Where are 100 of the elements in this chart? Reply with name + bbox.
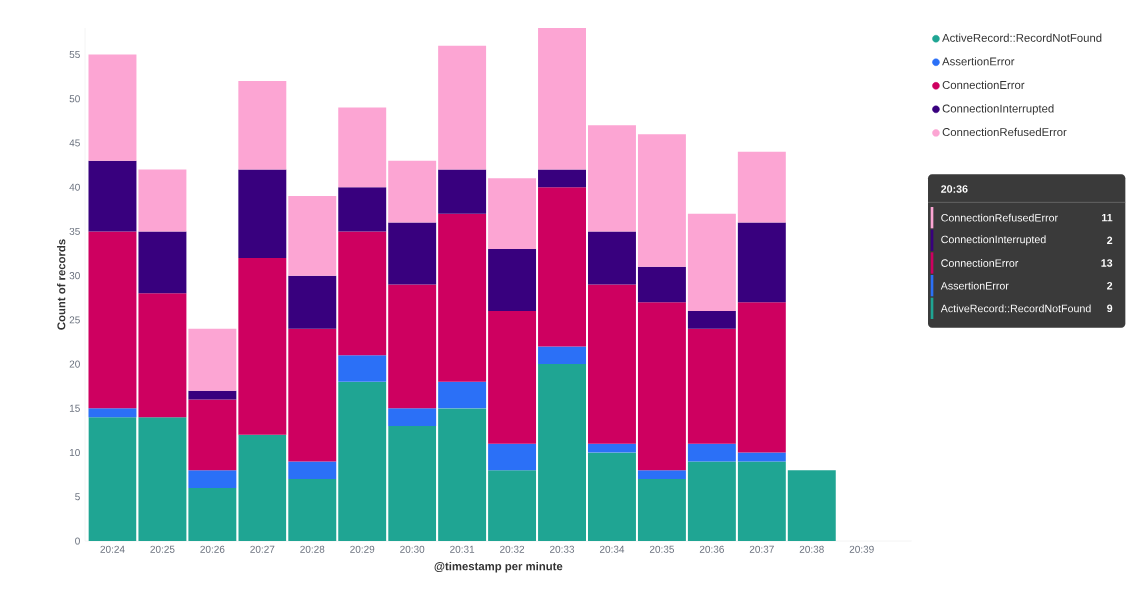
legend-label: ConnectionRefusedError <box>942 127 1067 137</box>
text: ConnectionInterrupted <box>941 235 1046 246</box>
bar <box>488 470 537 541</box>
bar <box>588 284 636 444</box>
bar <box>88 231 137 409</box>
bar <box>388 222 437 285</box>
text: ActiveRecord::RecordNotFound <box>940 304 1091 313</box>
bar <box>388 408 437 427</box>
y-tick-label: 40 <box>69 183 80 191</box>
y-tick-label: 15 <box>69 404 80 412</box>
x-tick-label: 20:28 <box>300 545 325 553</box>
bar <box>737 222 786 303</box>
bar <box>438 213 487 382</box>
y-tick-label: 50 <box>69 95 80 103</box>
bar <box>238 169 287 258</box>
bar <box>138 293 187 418</box>
bar <box>288 328 337 462</box>
bar <box>538 346 586 365</box>
x-tick-label: 20:29 <box>350 545 375 553</box>
x-tick-label: 20:34 <box>599 545 625 553</box>
bar <box>238 257 287 435</box>
x-tick-label: 20:35 <box>649 545 675 553</box>
bar <box>687 213 736 312</box>
bar <box>338 231 387 356</box>
text: ConnectionError <box>941 259 1019 267</box>
text: 11 <box>1102 213 1113 222</box>
bar <box>188 328 237 391</box>
x-tick-label: 20:33 <box>550 545 575 553</box>
bar <box>338 381 387 541</box>
bar <box>188 390 237 400</box>
bar <box>338 187 387 232</box>
x-tick-label: 20:38 <box>799 545 824 553</box>
x-tick-label: 20:37 <box>749 545 774 553</box>
bar <box>637 134 686 267</box>
bar <box>388 426 437 541</box>
bar <box>488 249 537 312</box>
bar <box>238 434 287 541</box>
x-axis-title: @timestamp per minute <box>434 561 563 573</box>
y-tick-label: 25 <box>69 316 80 324</box>
legend-label: AssertionError <box>942 57 1015 66</box>
text: 13 <box>1101 259 1113 267</box>
bar <box>188 487 237 541</box>
text: 9 <box>1107 304 1113 313</box>
legend-label: ActiveRecord::RecordNotFound <box>942 33 1102 42</box>
bar <box>687 461 736 541</box>
bar <box>687 328 736 444</box>
text: AssertionError <box>940 281 1009 290</box>
bar <box>388 284 437 409</box>
y-tick-label: 20 <box>69 360 80 368</box>
bar <box>538 187 586 347</box>
bar <box>737 452 786 462</box>
x-tick-label: 20:36 <box>699 545 724 553</box>
legend-label: ConnectionInterrupted <box>942 104 1054 115</box>
bar <box>637 302 686 471</box>
text: 2 <box>1107 281 1113 290</box>
bar <box>637 479 686 541</box>
bar <box>737 461 786 541</box>
bar <box>737 151 786 223</box>
bar <box>88 54 137 161</box>
bar <box>388 160 437 223</box>
bar <box>488 311 537 444</box>
bar <box>88 417 137 541</box>
bar <box>88 408 137 418</box>
bar <box>438 169 487 214</box>
bar <box>687 443 736 462</box>
bar <box>538 364 586 541</box>
bar <box>588 443 636 453</box>
bar <box>538 169 586 188</box>
y-axis-title: Count of records <box>57 239 66 330</box>
bar <box>138 231 187 294</box>
bar <box>338 107 387 188</box>
bar <box>737 302 786 453</box>
bar <box>438 45 487 170</box>
y-tick-label: 5 <box>75 493 80 501</box>
x-tick-label: 20:31 <box>450 545 475 553</box>
bar <box>288 461 337 480</box>
x-tick-label: 20:39 <box>849 545 874 553</box>
bar <box>438 408 487 541</box>
bar <box>88 160 137 232</box>
x-tick-label: 20:24 <box>100 545 125 553</box>
bar <box>538 28 586 170</box>
y-tick-label: 0 <box>75 537 80 545</box>
bar <box>488 178 537 250</box>
bar <box>138 169 187 232</box>
bar <box>588 125 636 232</box>
y-tick-label: 10 <box>69 449 80 457</box>
bar <box>438 381 487 409</box>
x-tick-label: 20:30 <box>400 545 425 553</box>
y-tick-label: 30 <box>69 272 80 280</box>
bar <box>188 470 237 488</box>
y-tick-label: 55 <box>69 51 80 59</box>
text: 20:36 <box>941 185 968 193</box>
bar <box>338 355 387 382</box>
bar <box>188 399 237 471</box>
bar <box>588 452 636 541</box>
text: 2 <box>1107 236 1113 245</box>
bar <box>588 231 636 285</box>
bar <box>637 470 686 480</box>
bar <box>488 443 537 471</box>
x-tick-label: 20:25 <box>150 545 175 553</box>
